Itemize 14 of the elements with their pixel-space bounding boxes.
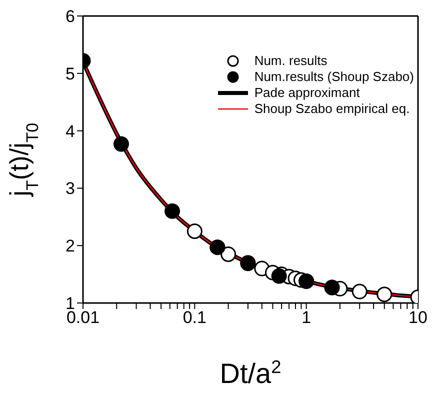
y-tick-label: 2: [66, 236, 75, 256]
y-tick-label: 4: [66, 122, 75, 141]
x-tick-label: 0.01: [66, 308, 100, 328]
legend-label: Num. results: [254, 53, 328, 69]
legend-label: Num.results (Shoup Szabo): [254, 69, 414, 85]
y-tick-label: 3: [66, 179, 75, 198]
x-axis-title: Dt/a$^{2}$: [220, 357, 282, 389]
legend-label: Shoup Szabo empirical eq.: [254, 101, 410, 117]
x-tick-label: 1: [302, 308, 312, 328]
y-tick-label: 6: [66, 7, 75, 26]
x-tick-label: 10: [408, 308, 428, 328]
y-tick-label: 5: [66, 64, 75, 84]
legend-label: Pade approximant: [254, 85, 360, 101]
x-tick-label: 0.1: [182, 308, 206, 328]
